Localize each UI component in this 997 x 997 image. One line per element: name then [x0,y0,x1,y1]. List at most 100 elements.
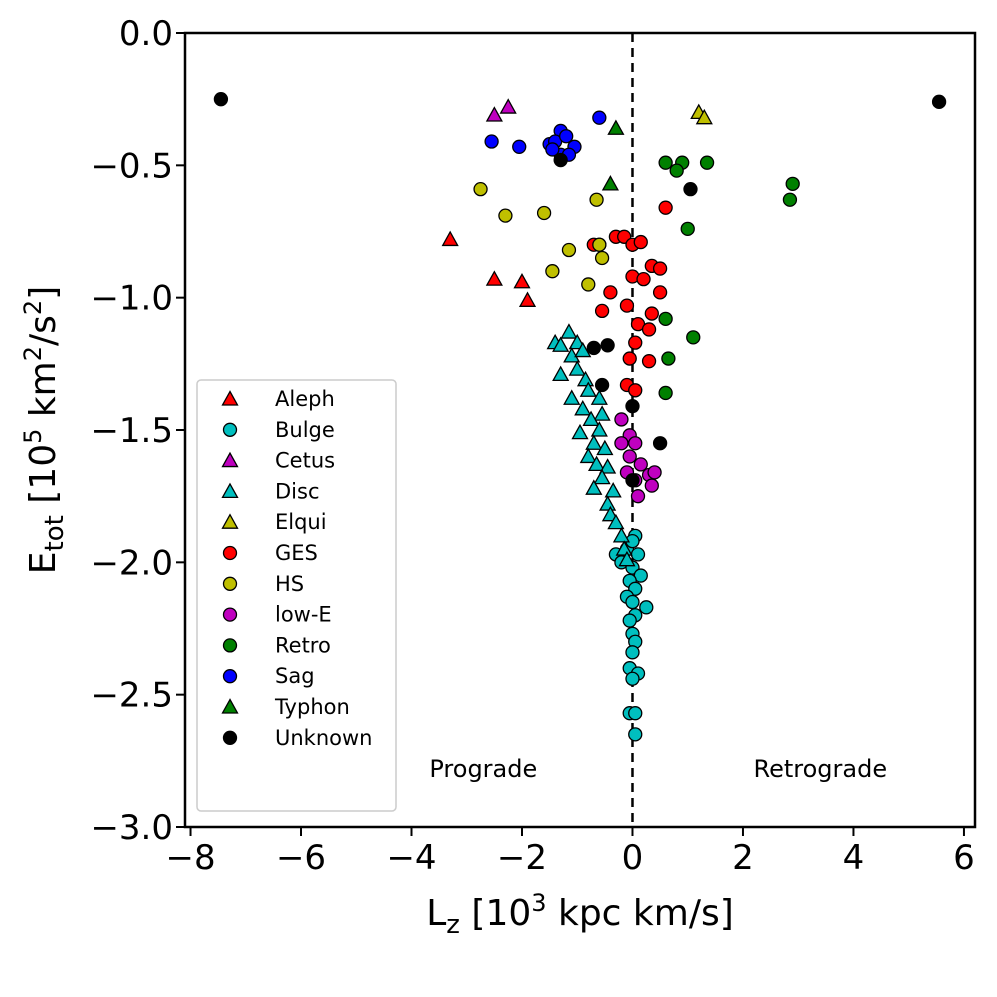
point-ges [628,335,643,350]
point-bulge [625,671,640,686]
point-disc [607,513,625,530]
point-disc [571,423,589,440]
y-axis-title: Etot [105 km2/s2] [19,286,70,574]
point-unknown [586,340,601,356]
point-disc [574,400,592,416]
point-ges [594,303,610,319]
point-retro [782,192,798,207]
point-sag [559,129,574,144]
point-low-e [647,465,662,480]
point-disc [590,421,608,437]
legend-marker-typhon [221,698,239,714]
legend-marker-disc [221,482,239,499]
legend: Aleph Bulge Cetus Disc Elqui GES HS low-E Retro S… [196,379,397,812]
legend-label-elqui: Elqui [275,510,327,534]
legend-marker-low-e [222,607,238,622]
point-disc [599,495,617,511]
legend-marker-cetus [221,451,239,468]
point-disc [576,370,595,387]
point-disc [568,360,586,376]
point-ges [619,298,635,313]
point-elqui [695,108,713,125]
point-disc [574,341,592,358]
point-hs [594,250,610,266]
point-retro [680,221,695,237]
point-disc [593,468,611,485]
point-disc [587,455,606,472]
point-bulge [630,547,646,562]
annotation-prograde: Prograde [429,755,537,783]
point-ges [603,285,618,300]
point-disc [604,482,622,498]
point-retro [699,155,715,170]
y-tick-label: −0.5 [90,146,173,186]
legend-label-bulge: Bulge [275,418,335,442]
y-tick-label: −2.0 [90,543,173,583]
legend-label-disc: Disc [275,479,320,503]
legend-marker-ges [222,545,238,561]
x-tick-label: −2 [497,838,547,878]
point-hs [561,242,577,258]
point-disc [590,389,608,405]
point-retro [669,163,684,178]
legend-label-cetus: Cetus [275,449,335,473]
point-low-e [628,436,643,451]
point-ges [622,351,637,366]
y-tick-label: −3.0 [90,808,173,848]
legend-label-ges: GES [275,541,318,565]
axes-ticks: −8 −6 −4 −2 0 2 4 6 0.0 −0.5 −1.0 −1.5 −2.0 −2.5 −3.0 [90,14,974,878]
point-bulge [625,594,640,610]
point-unknown [931,94,947,109]
point-low-e [630,489,646,504]
data-points [213,92,947,742]
point-aleph [485,270,503,286]
legend-marker-bulge [222,422,238,437]
point-ges [652,285,668,300]
legend-label-low-e: low-E [275,603,332,627]
point-aleph [513,272,531,289]
plot-frame [183,31,977,829]
point-disc [563,389,581,405]
point-cetus [499,98,517,114]
x-tick-label: −6 [276,838,326,878]
legend-label-unknown: Unknown [275,726,372,750]
point-ges [633,234,648,250]
point-bulge [628,706,643,721]
point-ges [628,383,643,398]
point-disc [579,381,597,397]
point-hs [498,208,513,223]
legend-label-typhon: Typhon [274,695,350,719]
point-disc [582,410,600,427]
point-retro [686,330,701,345]
point-ges [636,271,651,287]
point-unknown [553,152,568,168]
point-unknown [625,399,640,414]
x-tick-label: 0 [622,838,644,878]
x-axis-title: Lz [103 kpc km/s] [426,889,734,940]
point-disc [579,447,597,464]
point-hs [589,192,604,207]
point-disc [618,550,636,567]
point-low-e [614,436,629,451]
point-retro [661,351,676,366]
point-hs [545,264,560,279]
y-tick-label: 0.0 [119,14,173,54]
point-sag [512,139,527,154]
point-disc [585,479,603,495]
point-aleph [518,291,537,307]
legend-marker-aleph [221,390,239,406]
legend-label-aleph: Aleph [275,387,335,411]
point-retro [658,311,673,326]
point-low-e [614,412,629,427]
point-retro [785,176,800,192]
point-sag [545,142,560,157]
point-ges [652,261,668,276]
point-unknown [652,436,668,451]
x-tick-label: 6 [953,838,975,878]
point-retro [658,385,673,401]
point-bulge [622,613,637,628]
y-tick-label: −1.5 [90,411,173,451]
point-bulge [639,600,654,615]
legend-marker-sag [222,669,238,684]
